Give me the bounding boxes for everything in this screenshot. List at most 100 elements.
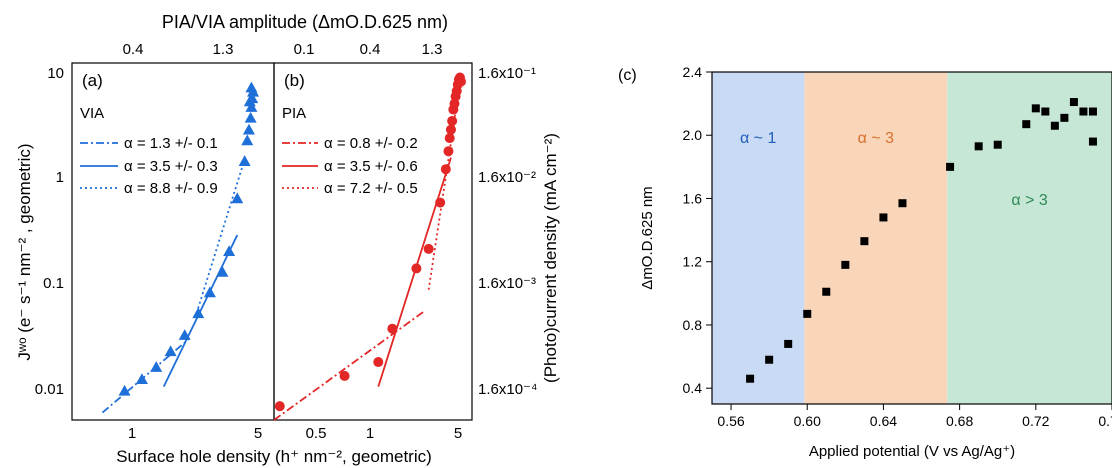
data-point-b-3 [387, 323, 398, 334]
data-point-a-6 [203, 286, 216, 298]
data-point-b-5 [423, 243, 434, 254]
region-label-0: α ~ 1 [740, 130, 776, 147]
data-point-a-5 [192, 307, 205, 319]
legend-a-fit-1-label: α = 3.5 +/- 0.3 [124, 158, 218, 175]
data-point-a-9 [231, 192, 244, 204]
top-tick-b-2: 1.3 [422, 41, 443, 58]
right-tick-0: 1.6x10⁻¹ [478, 65, 536, 82]
top-tick-b-0: 0.1 [294, 41, 315, 58]
panel-b: (b) PIA α = 0.8 +/- 0.2 α = 3.5 +/- 0.6 … [273, 62, 473, 421]
y-tick-label-5: 2.4 [683, 64, 703, 80]
data-point-b-19 [455, 76, 466, 87]
right-tick-1: 1.6x10⁻² [478, 169, 536, 186]
legend-b-fit-0-label: α = 0.8 +/- 0.2 [324, 135, 418, 152]
top-axis-title: PIA/VIA amplitude (ΔmO.D.625 nm) [162, 12, 448, 32]
data-point-a-1 [135, 373, 148, 385]
panel-c-ylabel: ΔmO.D.625 nm [639, 186, 656, 289]
top-axis: PIA/VIA amplitude (ΔmO.D.625 nm) 0.4 1.3… [123, 12, 449, 58]
data-point-c-10 [974, 142, 983, 151]
bottom-tick-a-1: 5 [254, 425, 262, 442]
panel-c-label: (c) [618, 67, 637, 84]
y-tick-label-2: 1.2 [683, 254, 703, 270]
panel-c-xlabel: Applied potential (V vs Ag/Ag⁺) [809, 443, 1015, 460]
data-point-a-13 [244, 111, 257, 123]
panel-b-legend: α = 0.8 +/- 0.2 α = 3.5 +/- 0.6 α = 7.2 … [282, 135, 418, 197]
data-point-c-12 [1022, 120, 1031, 129]
data-point-c-19 [1088, 107, 1097, 116]
data-point-c-14 [1041, 107, 1050, 116]
legend-b-fit-1-label: α = 3.5 +/- 0.6 [324, 158, 418, 175]
data-point-c-1 [765, 355, 774, 364]
top-tick-a-1: 1.3 [213, 41, 234, 58]
panel-c-regions [712, 72, 1112, 404]
panel-a-series-label: VIA [80, 105, 104, 122]
x-tick-label-5: 0.76 [1098, 413, 1112, 429]
data-point-c-4 [822, 287, 831, 296]
panel-a: (a) VIA α = 1.3 +/- 0.1 α = 3.5 +/- 0.3 … [71, 62, 275, 421]
data-point-c-20 [1088, 137, 1097, 146]
right-axis: (Photo)current density (mA cm⁻²) 1.6x10⁻… [478, 65, 560, 398]
bottom-axis: Surface hole density (h⁺ nm⁻², geometric… [116, 425, 462, 466]
fit-line-a-1 [162, 234, 239, 388]
data-point-c-3 [803, 309, 812, 318]
panel-b-frame [273, 62, 473, 421]
fit-line-a-0 [101, 338, 189, 414]
data-point-c-11 [993, 140, 1002, 149]
data-point-a-14 [245, 101, 258, 112]
fit-line-a-2 [194, 164, 244, 319]
right-tick-3: 1.6x10⁻⁴ [478, 381, 537, 398]
data-point-b-9 [444, 133, 455, 144]
data-point-a-0 [118, 384, 131, 396]
left-axis: Jʷᵒ (e⁻ s⁻¹ nm⁻² , geometric) 10 1 0.1 0… [15, 65, 64, 398]
data-point-a-2 [150, 361, 163, 372]
right-axis-title: (Photo)current density (mA cm⁻²) [541, 133, 560, 383]
data-point-b-0 [274, 401, 285, 412]
right-tick-2: 1.6x10⁻³ [478, 275, 536, 292]
region-label-1: α ~ 3 [858, 130, 894, 147]
data-point-c-7 [879, 213, 888, 222]
data-point-c-18 [1079, 107, 1088, 116]
data-point-a-7 [216, 265, 229, 277]
data-point-a-4 [178, 329, 191, 340]
x-tick-label-4: 0.72 [1022, 413, 1049, 429]
bottom-tick-b-0: 0.5 [306, 425, 327, 442]
legend-a-fit-2-label: α = 8.8 +/- 0.9 [124, 180, 218, 197]
region-1 [804, 72, 948, 404]
data-point-c-9 [946, 162, 955, 171]
panel-b-series-label: PIA [282, 105, 306, 122]
region-0 [712, 72, 805, 404]
bottom-tick-a-0: 1 [128, 425, 136, 442]
data-point-c-2 [784, 339, 793, 348]
panel-c-ticks: 0.56 0.60 0.64 0.68 0.72 0.76 0.4 0.8 1.2 1.6 2.0 2… [683, 64, 1112, 429]
region-label-2: α > 3 [1011, 192, 1047, 209]
top-tick-a-0: 0.4 [123, 41, 144, 58]
panel-b-marks [273, 72, 466, 421]
data-point-b-2 [373, 357, 384, 368]
x-tick-label-1: 0.60 [794, 413, 821, 429]
data-point-c-15 [1050, 121, 1059, 130]
left-tick-2: 0.1 [43, 275, 64, 292]
y-tick-label-3: 1.6 [683, 190, 703, 206]
panel-a-marks [101, 81, 260, 414]
fit-line-b-0 [273, 310, 426, 421]
data-point-b-4 [411, 263, 422, 274]
panel-c-region-labels: α ~ 1 α ~ 3 α > 3 [740, 130, 1048, 209]
panel-c: (c) α ~ 1 α ~ 3 α > 3 0.56 0.60 0.64 0.68 0.72… [618, 64, 1112, 460]
left-tick-1: 1 [56, 169, 64, 186]
data-point-a-10 [238, 155, 251, 166]
left-tick-3: 0.01 [35, 381, 64, 398]
data-point-c-0 [746, 374, 755, 383]
left-axis-title: Jʷᵒ (e⁻ s⁻¹ nm⁻² , geometric) [15, 143, 34, 360]
data-point-b-6 [435, 197, 446, 208]
legend-a-fit-0-label: α = 1.3 +/- 0.1 [124, 135, 218, 152]
data-point-a-17 [245, 81, 258, 93]
data-point-a-8 [223, 245, 236, 257]
x-tick-label-3: 0.68 [946, 413, 973, 429]
top-tick-b-1: 0.4 [360, 41, 381, 58]
data-point-b-1 [339, 370, 350, 381]
bottom-tick-b-2: 5 [454, 425, 462, 442]
legend-b-fit-2-label: α = 7.2 +/- 0.5 [324, 180, 418, 197]
data-point-b-7 [440, 164, 451, 175]
bottom-tick-b-1: 1 [366, 425, 374, 442]
